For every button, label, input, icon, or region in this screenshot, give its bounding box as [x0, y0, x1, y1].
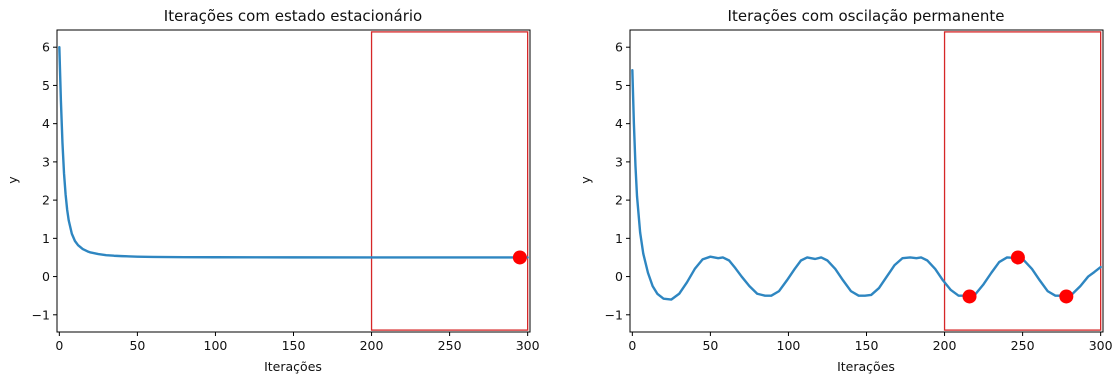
y-tick-label: −1: [32, 307, 50, 322]
x-axis-label: Iterações: [837, 359, 895, 374]
chart-permanent-oscillation: Iterações com oscilação permanente Itera…: [578, 7, 1113, 374]
y-tick-label: 6: [42, 40, 50, 55]
highlight-box: [370, 31, 529, 331]
highlight-marker: [962, 289, 977, 304]
highlight-marker: [1059, 289, 1074, 304]
y-axis-label: y: [578, 176, 593, 184]
x-tick-label: 200: [933, 338, 957, 353]
x-tick-label: 150: [855, 338, 879, 353]
y-tick-label: 0: [615, 269, 623, 284]
y-tick-label: 1: [615, 231, 623, 246]
series-line: [631, 68, 1102, 301]
y-tick-label: 1: [42, 231, 50, 246]
y-tick-label: −1: [605, 307, 623, 322]
axes-frame: [56, 29, 531, 333]
highlight-box: [943, 31, 1102, 331]
y-tick-label: 2: [615, 193, 623, 208]
y-axis-label: y: [5, 176, 20, 184]
highlight-marker: [1010, 250, 1025, 265]
series-line: [58, 46, 529, 259]
x-tick-label: 250: [438, 338, 462, 353]
y-tick-label: 4: [615, 116, 623, 131]
chart-title: Iterações com estado estacionário: [164, 7, 422, 25]
chart-title: Iterações com oscilação permanente: [728, 7, 1005, 25]
x-tick-label: 200: [360, 338, 384, 353]
y-tick-label: 6: [615, 40, 623, 55]
y-tick-label: 2: [42, 193, 50, 208]
y-tick-label: 5: [42, 78, 50, 93]
x-axis-label: Iterações: [264, 359, 322, 374]
y-tick-label: 3: [42, 154, 50, 169]
x-tick-label: 100: [204, 338, 228, 353]
chart-steady-state: Iterações com estado estacionário Iteraç…: [5, 7, 540, 374]
y-tick-label: 3: [615, 154, 623, 169]
x-tick-label: 0: [628, 338, 636, 353]
plot-area: 0 50 100 150 200 250 300 −1 0 1 2 3 4 5 6: [605, 29, 1113, 353]
x-tick-label: 300: [1089, 338, 1113, 353]
x-tick-label: 100: [777, 338, 801, 353]
x-tick-label: 50: [702, 338, 718, 353]
axes-frame: [629, 29, 1104, 333]
x-tick-label: 50: [129, 338, 145, 353]
plot-area: 0 50 100 150 200 250 300 −1 0 1 2 3 4 5 6: [32, 29, 540, 353]
y-tick-label: 0: [42, 269, 50, 284]
x-tick-label: 250: [1011, 338, 1035, 353]
x-tick-label: 150: [282, 338, 306, 353]
highlight-marker: [512, 250, 527, 265]
y-tick-label: 5: [615, 78, 623, 93]
x-tick-label: 0: [55, 338, 63, 353]
y-tick-label: 4: [42, 116, 50, 131]
x-tick-label: 300: [516, 338, 540, 353]
